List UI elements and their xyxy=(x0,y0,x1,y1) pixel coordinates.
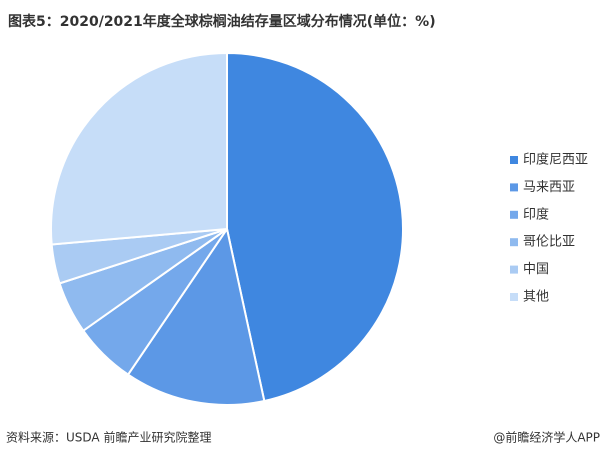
legend-marker xyxy=(510,183,518,192)
legend-label: 其他 xyxy=(523,290,549,305)
legend-label: 哥伦比亚 xyxy=(523,235,575,250)
pie-slice xyxy=(126,226,266,406)
pie-slice xyxy=(50,51,228,246)
legend-marker xyxy=(510,210,518,219)
legend-marker xyxy=(510,293,518,301)
legend-marker xyxy=(510,265,518,274)
source: 资料来源：USDA 前瞻产业研究院整理 xyxy=(6,430,211,445)
legend-marker xyxy=(510,156,518,164)
pie-slice xyxy=(226,51,404,403)
legend-label: 印度 xyxy=(523,206,549,222)
chart-title: 图表5：2020/2021年度全球棕榈油结存量区域分布情况(单位：%) xyxy=(8,13,436,30)
legend-label: 印度尼西亚 xyxy=(523,152,588,168)
legend-label: 中国 xyxy=(523,262,549,277)
credit: @前瞻经济学人APP xyxy=(493,430,600,445)
legend-marker xyxy=(510,238,518,247)
legend-label: 马来西亚 xyxy=(523,180,575,195)
